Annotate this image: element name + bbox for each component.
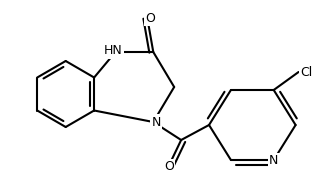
Text: N: N <box>152 115 161 129</box>
Text: N: N <box>269 154 279 167</box>
Text: O: O <box>164 160 174 174</box>
Text: Cl: Cl <box>300 66 313 78</box>
Text: HN: HN <box>104 44 123 57</box>
Text: O: O <box>145 12 155 25</box>
